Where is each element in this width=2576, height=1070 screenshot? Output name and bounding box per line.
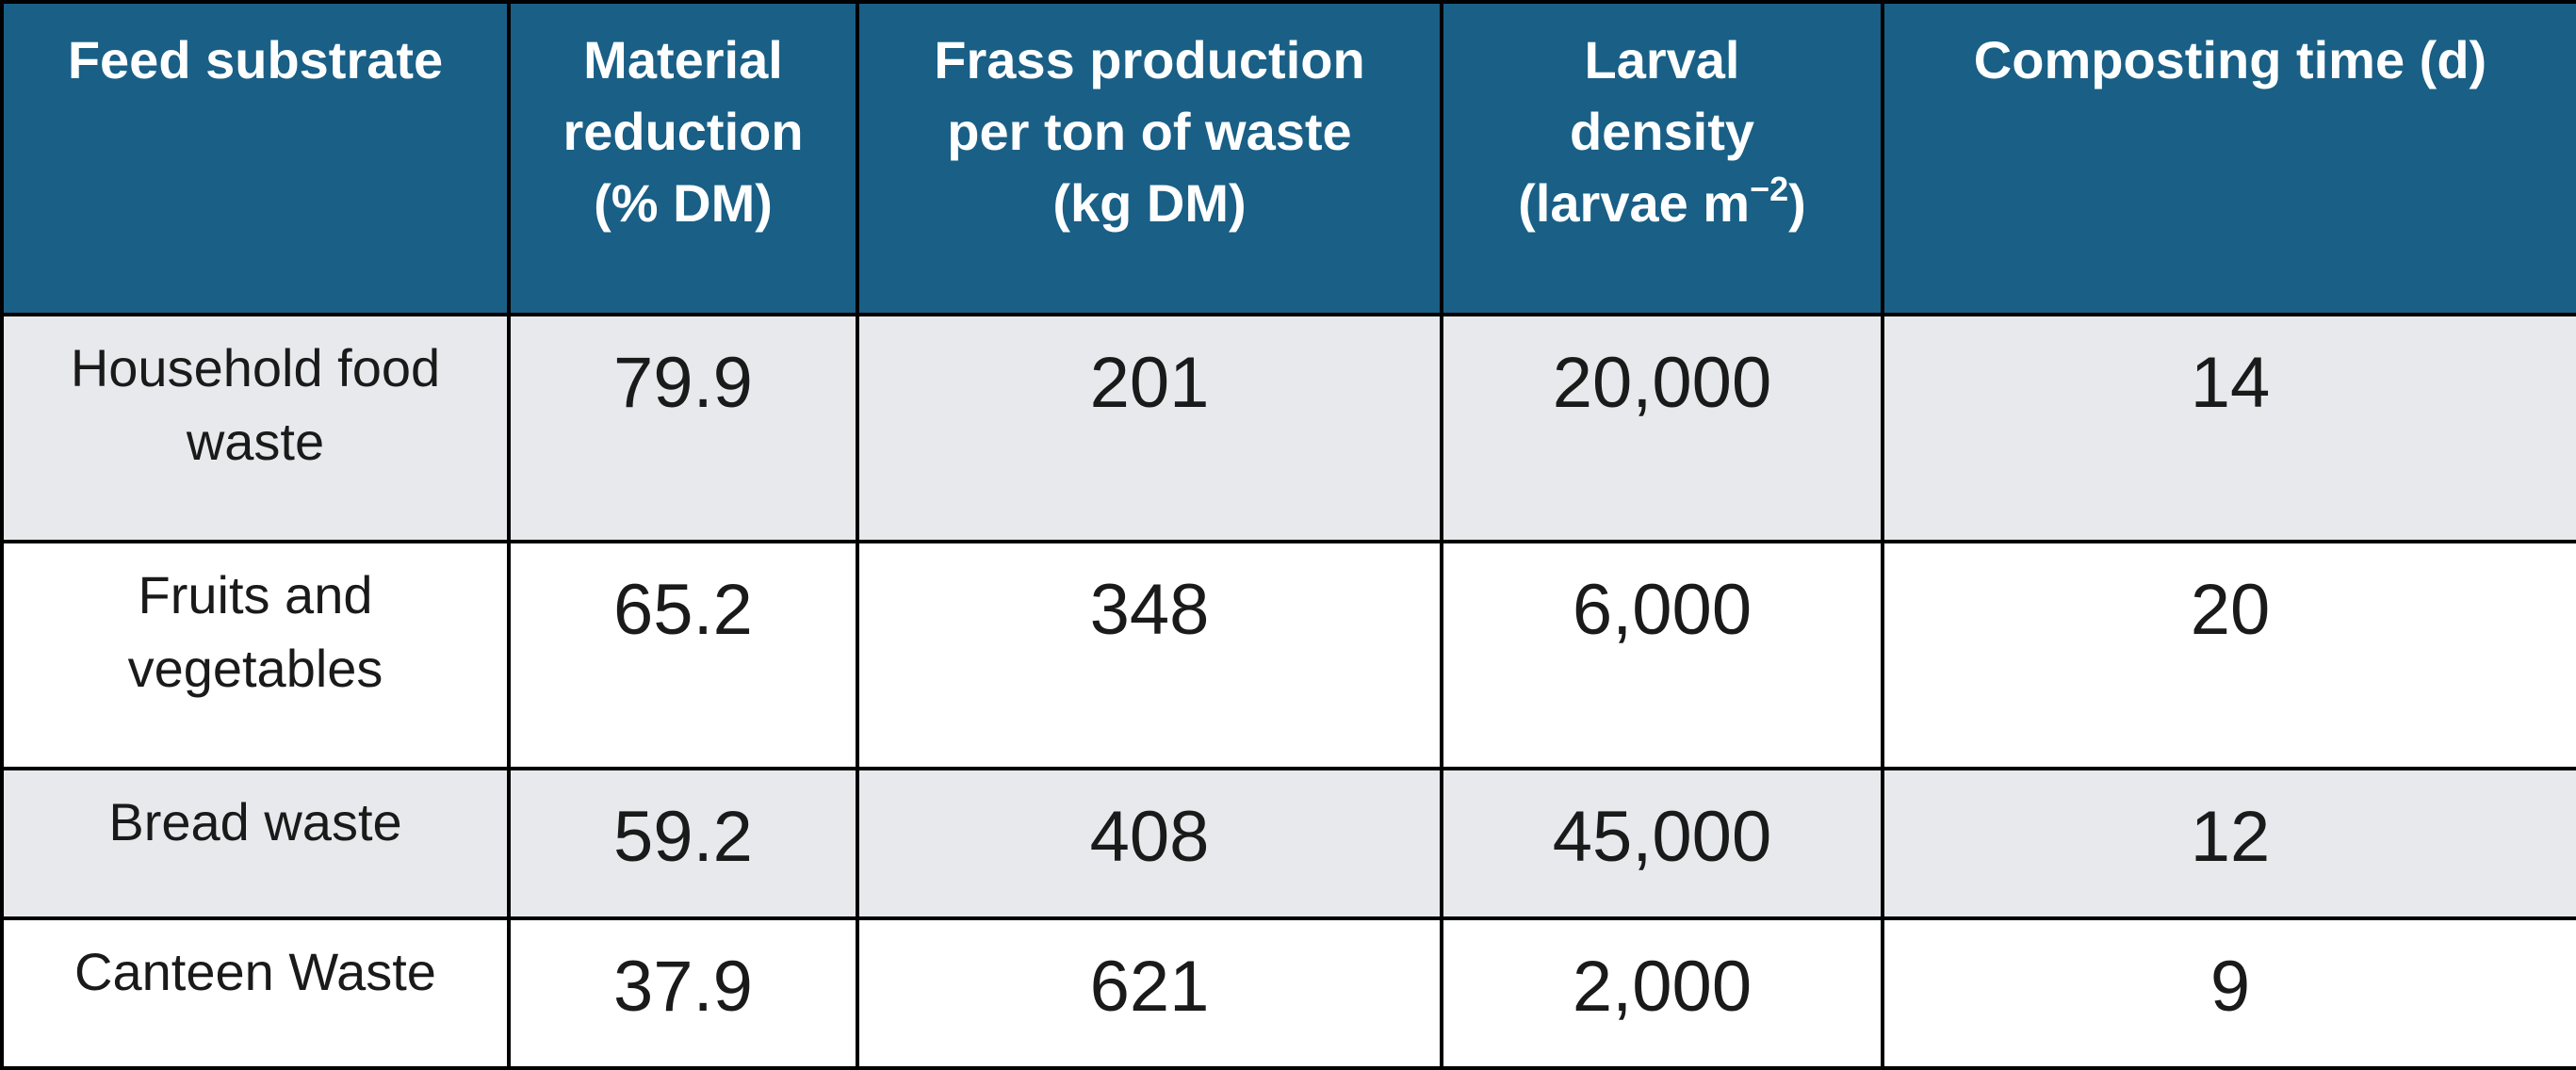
cell-reduction: 59.2: [507, 767, 859, 921]
cell-reduction: 65.2: [507, 540, 859, 771]
header-row: Feed substrate Material reduction (% DM)…: [0, 0, 2576, 316]
header-larval-density-text: Larval density (larvae m: [1518, 30, 1755, 233]
cell-substrate: Fruits and vegetables: [0, 540, 511, 771]
cell-time: 9: [1881, 916, 2576, 1070]
cell-time: 12: [1881, 767, 2576, 921]
table-row: Bread waste 59.2 408 45,000 12: [0, 767, 2576, 921]
cell-time: 20: [1881, 540, 2576, 771]
table-row: Fruits and vegetables 65.2 348 6,000 20: [0, 540, 2576, 771]
cell-frass: 408: [856, 767, 1443, 921]
header-larval-density-suffix: ): [1788, 173, 1806, 233]
cell-density: 45,000: [1440, 767, 1884, 921]
cell-reduction: 79.9: [507, 312, 859, 544]
cell-density: 6,000: [1440, 540, 1884, 771]
cell-substrate: Canteen Waste: [0, 916, 511, 1070]
header-larval-density: Larval density (larvae m−2): [1440, 0, 1884, 316]
cell-reduction: 37.9: [507, 916, 859, 1070]
cell-frass: 348: [856, 540, 1443, 771]
header-feed-substrate: Feed substrate: [0, 0, 511, 316]
table-row: Canteen Waste 37.9 621 2,000 9: [0, 916, 2576, 1070]
cell-density: 2,000: [1440, 916, 1884, 1070]
cell-substrate: Bread waste: [0, 767, 511, 921]
header-material-reduction: Material reduction (% DM): [507, 0, 859, 316]
header-larval-density-superscript: −2: [1750, 170, 1789, 208]
header-composting-time: Composting time (d): [1881, 0, 2576, 316]
cell-frass: 621: [856, 916, 1443, 1070]
cell-substrate: Household food waste: [0, 312, 511, 544]
cell-density: 20,000: [1440, 312, 1884, 544]
cell-time: 14: [1881, 312, 2576, 544]
cell-frass: 201: [856, 312, 1443, 544]
table-header: Feed substrate Material reduction (% DM)…: [0, 0, 2576, 316]
header-frass-production: Frass production per ton of waste (kg DM…: [856, 0, 1443, 316]
table-row: Household food waste 79.9 201 20,000 14: [0, 312, 2576, 544]
table-body: Household food waste 79.9 201 20,000 14 …: [0, 312, 2576, 1070]
